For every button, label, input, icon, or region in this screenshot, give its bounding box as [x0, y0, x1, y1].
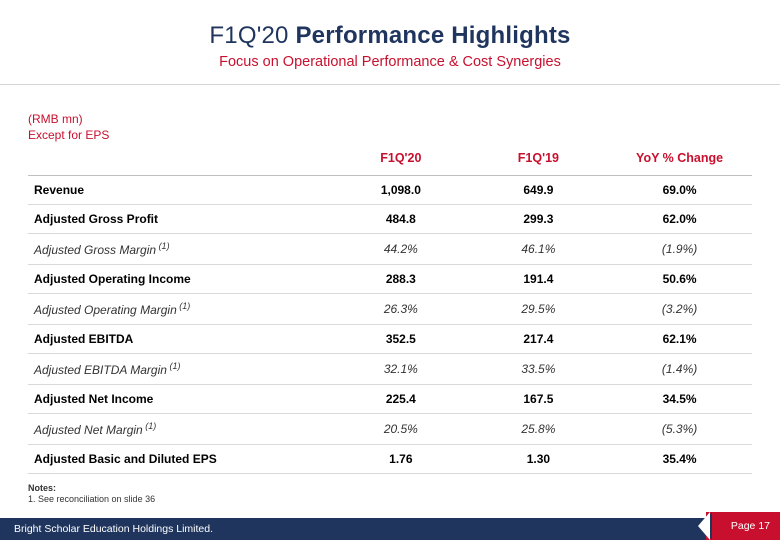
metric-value: 225.4 [332, 385, 470, 414]
metric-value: 50.6% [607, 265, 752, 294]
notes-header: Notes: [28, 483, 155, 495]
metric-value: 33.5% [470, 354, 608, 385]
footer-company: Bright Scholar Education Holdings Limite… [14, 523, 213, 535]
metric-value: 352.5 [332, 325, 470, 354]
notes-block: Notes: 1. See reconciliation on slide 36 [28, 483, 155, 506]
metric-label: Adjusted Net Income [28, 385, 332, 414]
metric-value: 35.4% [607, 445, 752, 474]
footnote-ref: (1) [143, 421, 157, 431]
metric-value: 29.5% [470, 294, 608, 325]
metric-value: 34.5% [607, 385, 752, 414]
page-subtitle: Focus on Operational Performance & Cost … [0, 54, 780, 70]
unit-label: (RMB mn) Except for EPS [0, 85, 780, 151]
metric-value: 649.9 [470, 176, 608, 205]
footnote-ref: (1) [177, 301, 191, 311]
metric-value: 20.5% [332, 414, 470, 445]
metric-value: 26.3% [332, 294, 470, 325]
metric-value: 32.1% [332, 354, 470, 385]
unit-line2: Except for EPS [28, 127, 752, 143]
table-row: Adjusted Net Income225.4167.534.5% [28, 385, 752, 414]
metric-label: Adjusted Net Margin (1) [28, 414, 332, 445]
metric-value: 1,098.0 [332, 176, 470, 205]
metric-value: (3.2%) [607, 294, 752, 325]
page-number-flag: Page 17 [698, 512, 780, 540]
table-row: Revenue1,098.0649.969.0% [28, 176, 752, 205]
metric-label: Adjusted Operating Income [28, 265, 332, 294]
metric-value: 167.5 [470, 385, 608, 414]
metric-label: Adjusted Basic and Diluted EPS [28, 445, 332, 474]
col-metric [28, 151, 332, 176]
col-prior: F1Q'19 [470, 151, 608, 176]
table-row: Adjusted EBITDA352.5217.462.1% [28, 325, 752, 354]
table-row: Adjusted Net Margin (1)20.5%25.8%(5.3%) [28, 414, 752, 445]
performance-table: F1Q'20 F1Q'19 YoY % Change Revenue1,098.… [28, 151, 752, 474]
footnote-ref: (1) [167, 361, 181, 371]
metric-label: Revenue [28, 176, 332, 205]
title-block: F1Q'20 Performance Highlights Focus on O… [0, 0, 780, 70]
page-title: F1Q'20 Performance Highlights [0, 22, 780, 50]
col-change: YoY % Change [607, 151, 752, 176]
footnote-ref: (1) [156, 241, 170, 251]
metric-value: 62.1% [607, 325, 752, 354]
metric-label: Adjusted EBITDA [28, 325, 332, 354]
metric-value: 62.0% [607, 205, 752, 234]
table-row: Adjusted Operating Margin (1)26.3%29.5%(… [28, 294, 752, 325]
page-number: Page 17 [731, 512, 770, 540]
metric-value: (1.4%) [607, 354, 752, 385]
title-prefix: F1Q'20 [209, 22, 295, 49]
metric-value: 288.3 [332, 265, 470, 294]
metric-label: Adjusted Operating Margin (1) [28, 294, 332, 325]
metric-value: 46.1% [470, 234, 608, 265]
col-current: F1Q'20 [332, 151, 470, 176]
metric-value: 299.3 [470, 205, 608, 234]
metric-label: Adjusted Gross Margin (1) [28, 234, 332, 265]
table-row: Adjusted Basic and Diluted EPS1.761.3035… [28, 445, 752, 474]
metric-value: 1.76 [332, 445, 470, 474]
metric-label: Adjusted EBITDA Margin (1) [28, 354, 332, 385]
metric-value: 191.4 [470, 265, 608, 294]
metric-value: 69.0% [607, 176, 752, 205]
metric-label: Adjusted Gross Profit [28, 205, 332, 234]
table-row: Adjusted Gross Margin (1)44.2%46.1%(1.9%… [28, 234, 752, 265]
metric-value: 44.2% [332, 234, 470, 265]
metric-value: 217.4 [470, 325, 608, 354]
metric-value: (1.9%) [607, 234, 752, 265]
metric-value: 1.30 [470, 445, 608, 474]
metric-value: (5.3%) [607, 414, 752, 445]
table-row: Adjusted Gross Profit484.8299.362.0% [28, 205, 752, 234]
unit-line1: (RMB mn) [28, 111, 752, 127]
slide-page: F1Q'20 Performance Highlights Focus on O… [0, 0, 780, 540]
metric-value: 25.8% [470, 414, 608, 445]
table-row: Adjusted EBITDA Margin (1)32.1%33.5%(1.4… [28, 354, 752, 385]
table-header-row: F1Q'20 F1Q'19 YoY % Change [28, 151, 752, 176]
footer-bar: Bright Scholar Education Holdings Limite… [0, 518, 780, 540]
metric-value: 484.8 [332, 205, 470, 234]
title-main: Performance Highlights [295, 22, 570, 49]
notes-item: 1. See reconciliation on slide 36 [28, 494, 155, 506]
table-row: Adjusted Operating Income288.3191.450.6% [28, 265, 752, 294]
